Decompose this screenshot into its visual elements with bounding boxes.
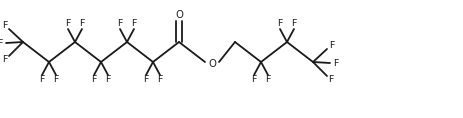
Text: F: F [251, 76, 256, 84]
Text: F: F [332, 59, 338, 67]
Text: F: F [91, 76, 96, 84]
Text: F: F [79, 19, 85, 29]
Text: F: F [265, 76, 270, 84]
Text: F: F [105, 76, 111, 84]
Text: F: F [131, 19, 137, 29]
Text: F: F [0, 38, 3, 48]
Text: F: F [2, 21, 8, 30]
Text: F: F [329, 40, 334, 49]
Text: F: F [117, 19, 122, 29]
Text: F: F [291, 19, 296, 29]
Text: F: F [157, 76, 163, 84]
Text: F: F [143, 76, 148, 84]
Text: O: O [207, 59, 216, 69]
Text: O: O [175, 10, 182, 20]
Text: F: F [53, 76, 58, 84]
Text: F: F [2, 55, 8, 65]
Text: F: F [65, 19, 70, 29]
Text: F: F [328, 76, 333, 84]
Text: F: F [39, 76, 44, 84]
Text: F: F [277, 19, 282, 29]
